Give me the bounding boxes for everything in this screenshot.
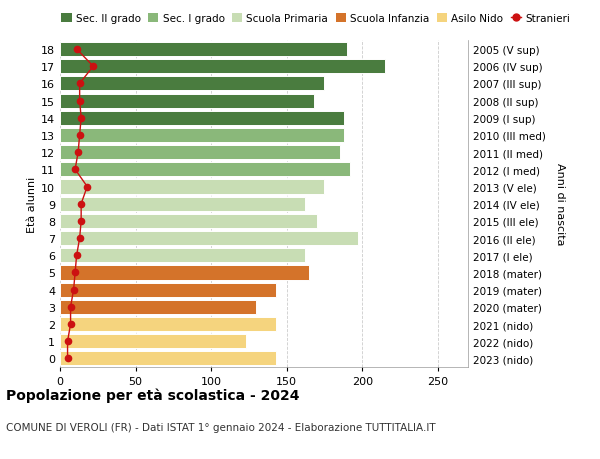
Bar [60,249,305,263]
Bar [60,94,314,108]
Bar [60,112,344,125]
Bar [60,77,325,91]
Bar [60,300,256,314]
Bar [60,317,276,331]
Text: COMUNE DI VEROLI (FR) - Dati ISTAT 1° gennaio 2024 - Elaborazione TUTTITALIA.IT: COMUNE DI VEROLI (FR) - Dati ISTAT 1° ge… [6,422,436,432]
Y-axis label: Anni di nascita: Anni di nascita [555,163,565,246]
Bar [60,197,305,211]
Bar [60,129,344,143]
Y-axis label: Età alunni: Età alunni [27,176,37,232]
Bar [60,180,325,194]
Text: Popolazione per età scolastica - 2024: Popolazione per età scolastica - 2024 [6,388,299,403]
Bar [60,60,385,74]
Bar [60,283,276,297]
Bar [60,335,246,348]
Bar [60,43,347,57]
Bar [60,231,358,246]
Legend: Sec. II grado, Sec. I grado, Scuola Primaria, Scuola Infanzia, Asilo Nido, Stran: Sec. II grado, Sec. I grado, Scuola Prim… [61,14,570,24]
Bar [60,266,310,280]
Bar [60,214,317,229]
Bar [60,352,276,366]
Bar [60,146,340,160]
Bar [60,163,350,177]
